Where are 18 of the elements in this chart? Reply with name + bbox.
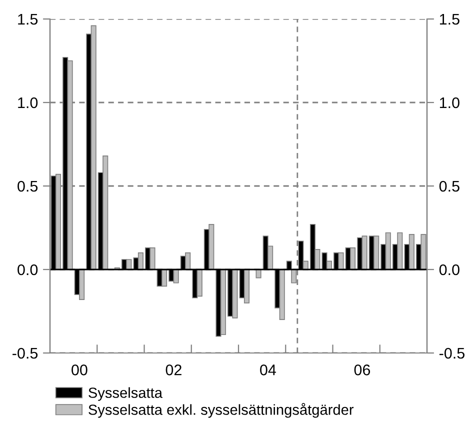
x-tick-label: 04 bbox=[260, 364, 276, 376]
y2-tick-label: 0.0 bbox=[439, 264, 460, 276]
y2-tick-label: 1.0 bbox=[440, 97, 460, 108]
bar bbox=[256, 269, 262, 278]
y-tick-label: 1.5 bbox=[18, 14, 38, 25]
y-tick-label: 1.0 bbox=[18, 97, 38, 108]
y-tick-label: 0.5 bbox=[18, 180, 38, 192]
bar bbox=[244, 269, 250, 304]
legend-label: Sysselsatta bbox=[88, 387, 162, 401]
x-tick-label: 06 bbox=[354, 364, 370, 376]
legend-label: Sysselsatta exkl. sysselsättningsåtgärder bbox=[88, 403, 354, 418]
x-tick-label: 02 bbox=[166, 364, 182, 376]
y-tick-label: -0.5 bbox=[12, 348, 38, 359]
y2-tick-label: 0.5 bbox=[439, 180, 460, 192]
y2-tick-label: -0.5 bbox=[439, 348, 464, 359]
y-tick-label: 0.0 bbox=[18, 264, 38, 276]
x-tick-label: 00 bbox=[72, 364, 88, 376]
y2-tick-label: 1.5 bbox=[440, 14, 460, 25]
